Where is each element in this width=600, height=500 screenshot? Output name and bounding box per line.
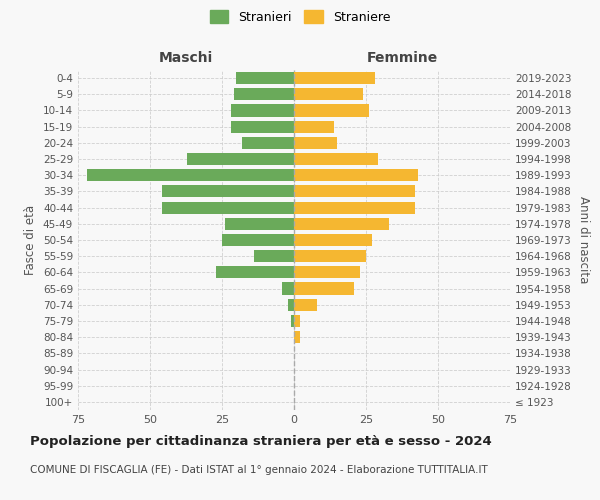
Bar xyxy=(291,315,294,327)
Bar xyxy=(242,137,294,149)
Bar xyxy=(294,202,415,213)
Text: COMUNE DI FISCAGLIA (FE) - Dati ISTAT al 1° gennaio 2024 - Elaborazione TUTTITAL: COMUNE DI FISCAGLIA (FE) - Dati ISTAT al… xyxy=(30,465,488,475)
Y-axis label: Anni di nascita: Anni di nascita xyxy=(577,196,590,284)
Bar xyxy=(294,104,369,117)
Bar xyxy=(294,72,374,84)
Bar xyxy=(230,120,294,132)
Bar xyxy=(294,266,360,278)
Y-axis label: Fasce di età: Fasce di età xyxy=(25,205,37,275)
Text: Popolazione per cittadinanza straniera per età e sesso - 2024: Popolazione per cittadinanza straniera p… xyxy=(30,435,492,448)
Bar xyxy=(294,331,300,343)
Bar xyxy=(294,169,418,181)
Bar xyxy=(161,202,294,213)
Bar xyxy=(294,218,389,230)
Bar xyxy=(86,169,294,181)
Bar xyxy=(222,234,294,246)
Bar xyxy=(294,153,377,165)
Bar xyxy=(254,250,294,262)
Bar xyxy=(187,153,294,165)
Bar xyxy=(225,218,294,230)
Bar xyxy=(161,186,294,198)
Bar xyxy=(294,315,300,327)
Bar xyxy=(294,120,334,132)
Bar xyxy=(294,186,415,198)
Text: Maschi: Maschi xyxy=(159,51,213,65)
Bar xyxy=(294,234,372,246)
Bar xyxy=(288,298,294,311)
Legend: Stranieri, Straniere: Stranieri, Straniere xyxy=(206,6,394,28)
Bar xyxy=(233,88,294,101)
Bar xyxy=(230,104,294,117)
Bar xyxy=(294,298,317,311)
Bar xyxy=(216,266,294,278)
Bar xyxy=(283,282,294,294)
Bar xyxy=(236,72,294,84)
Bar xyxy=(294,282,355,294)
Text: Femmine: Femmine xyxy=(367,51,437,65)
Bar xyxy=(294,137,337,149)
Bar xyxy=(294,88,363,101)
Bar xyxy=(294,250,366,262)
